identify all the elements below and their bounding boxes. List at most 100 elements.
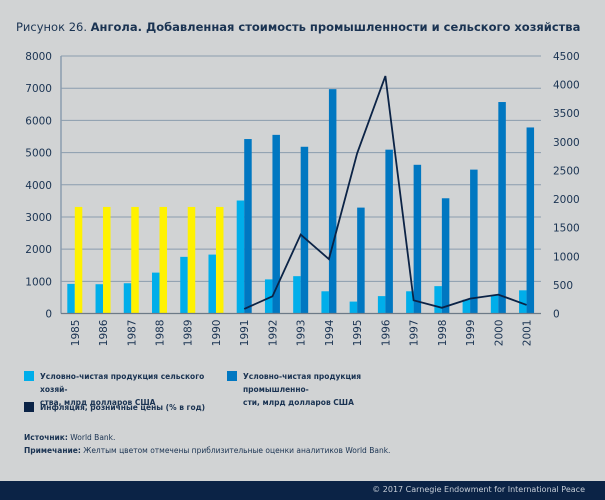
x-tick-label: 1988 xyxy=(155,320,167,347)
bar-agriculture xyxy=(490,295,499,314)
legend-item-agriculture: Условно-чистая продукция сельского хозяй… xyxy=(24,370,224,407)
remark-note: Примечание: Желтым цветом отмечены прибл… xyxy=(24,446,390,455)
y-tick-label-left: 1000 xyxy=(25,276,52,288)
bar-agriculture xyxy=(462,299,471,314)
legend-label-agriculture-2: ства, млрд долларов США xyxy=(40,398,156,407)
bar-industry-estimate xyxy=(131,206,139,314)
y-tick-label-right: 2500 xyxy=(553,165,580,177)
y-tick-label-right: 3000 xyxy=(553,137,580,149)
legend-swatch-industry xyxy=(227,371,237,381)
y-tick-label-right: 0 xyxy=(553,309,560,321)
remark-text: Желтым цветом отмечены приблизительные о… xyxy=(80,446,391,455)
legend-label-agriculture-1: Условно-чистая продукция сельского хозяй… xyxy=(40,372,205,394)
bar-agriculture xyxy=(180,256,188,314)
y-tick-label-left: 8000 xyxy=(25,51,52,63)
legend-swatch-agriculture xyxy=(24,371,34,381)
source-label: Источник: xyxy=(24,433,68,442)
bar-industry xyxy=(385,149,393,314)
bar-industry xyxy=(441,198,450,314)
x-tick-label: 1989 xyxy=(183,320,195,347)
x-tick-label: 1998 xyxy=(437,320,449,347)
y-tick-label-left: 6000 xyxy=(25,115,52,127)
bar-industry-estimate xyxy=(74,206,83,314)
bar-agriculture xyxy=(349,301,358,314)
y-tick-label-left: 0 xyxy=(45,309,52,321)
chart-title: Рисунок 26. Ангола. Добавленная стоимост… xyxy=(16,20,580,34)
bar-industry xyxy=(328,89,337,314)
bar-agriculture xyxy=(123,283,132,314)
bar-industry xyxy=(357,207,365,314)
bar-agriculture xyxy=(67,283,75,314)
bar-industry-estimate xyxy=(187,206,196,314)
bar-agriculture xyxy=(236,200,245,314)
bars xyxy=(67,89,535,314)
x-tick-label: 1995 xyxy=(352,320,364,347)
bar-agriculture xyxy=(519,290,527,314)
bar-industry xyxy=(244,139,252,314)
bar-industry xyxy=(413,164,422,314)
bar-agriculture xyxy=(95,284,104,314)
bar-industry xyxy=(272,134,280,314)
gridlines xyxy=(61,55,541,282)
bar-agriculture xyxy=(377,296,386,314)
y-tick-label-right: 4500 xyxy=(553,51,580,63)
bar-industry xyxy=(498,102,506,314)
bar-industry xyxy=(470,169,478,314)
y-tick-label-right: 1500 xyxy=(553,223,580,235)
legend-swatch-inflation xyxy=(24,402,34,412)
legend-item-industry: Условно-чистая продукция промышленно- ст… xyxy=(227,370,427,407)
bar-industry-estimate xyxy=(159,206,168,314)
remark-label: Примечание: xyxy=(24,446,81,455)
figure-number: Рисунок 26. xyxy=(16,20,87,34)
x-tick-label: 1992 xyxy=(267,320,279,347)
footer-bar: © 2017 Carnegie Endowment for Internatio… xyxy=(0,481,605,500)
y-tick-label-right: 2000 xyxy=(553,194,580,206)
axes xyxy=(60,56,541,315)
y-tick-label-left: 7000 xyxy=(25,83,52,95)
y-tick-label-right: 500 xyxy=(553,280,573,292)
x-tick-label: 2000 xyxy=(493,320,505,347)
bar-industry xyxy=(526,127,535,314)
y-tick-label-left: 2000 xyxy=(25,244,52,256)
y-tick-label-left: 5000 xyxy=(25,148,52,160)
figure-title: Ангола. Добавленная стоимость промышленн… xyxy=(90,20,581,34)
bar-agriculture xyxy=(293,276,301,314)
legend-label-industry-2: сти, млрд долларов США xyxy=(243,398,354,407)
bar-industry-estimate xyxy=(103,206,111,314)
bar-industry xyxy=(300,146,309,314)
bar-agriculture xyxy=(434,286,442,314)
source-note: Источник: World Bank. xyxy=(24,433,115,442)
inflation-line-group xyxy=(243,75,527,310)
x-tick-label: 1986 xyxy=(98,319,110,346)
x-tick-label: 1990 xyxy=(211,320,223,347)
x-tick-label: 1993 xyxy=(296,320,308,347)
chart-area: 0 1000 2000 3000 4000 5000 6000 7000 8000 0 500 10… xyxy=(25,51,580,346)
x-tick-label: 1996 xyxy=(380,319,392,346)
bar-agriculture xyxy=(264,279,273,314)
y-tick-label-right: 1000 xyxy=(553,251,580,263)
bar-industry-estimate xyxy=(215,206,224,314)
x-tick-label: 2001 xyxy=(522,320,534,347)
x-tick-label: 1997 xyxy=(409,320,421,347)
bar-agriculture xyxy=(152,272,160,314)
x-tick-label: 1999 xyxy=(465,320,477,347)
bar-agriculture xyxy=(321,291,329,314)
legend-label-inflation: Инфляция, розничные цены (% в год) xyxy=(40,403,206,412)
y-tick-label-right: 3500 xyxy=(553,108,580,120)
legend-item-inflation: Инфляция, розничные цены (% в год) xyxy=(24,401,244,415)
y-tick-label-right: 4000 xyxy=(553,80,580,92)
y-tick-label-left: 3000 xyxy=(25,212,52,224)
y-axis-right: 0 500 1000 1500 2000 2500 3000 3500 4000 4500 xyxy=(553,51,580,321)
x-tick-label: 1987 xyxy=(126,320,138,347)
x-tick-label: 1985 xyxy=(70,320,82,347)
y-tick-label-left: 4000 xyxy=(25,180,52,192)
x-tick-label: 1991 xyxy=(239,320,251,347)
y-axis-left: 0 1000 2000 3000 4000 5000 6000 7000 8000 xyxy=(25,51,52,321)
bar-agriculture xyxy=(406,291,414,314)
x-axis: 1985 1986 1987 1988 1989 1990 1991 1992 1993 1994… xyxy=(70,319,534,346)
bar-agriculture xyxy=(208,254,216,314)
source-text: World Bank. xyxy=(67,433,116,442)
copyright: © 2017 Carnegie Endowment for Internatio… xyxy=(372,485,585,494)
legend-label-industry-1: Условно-чистая продукция промышленно- xyxy=(243,372,362,394)
x-tick-label: 1994 xyxy=(324,319,336,346)
